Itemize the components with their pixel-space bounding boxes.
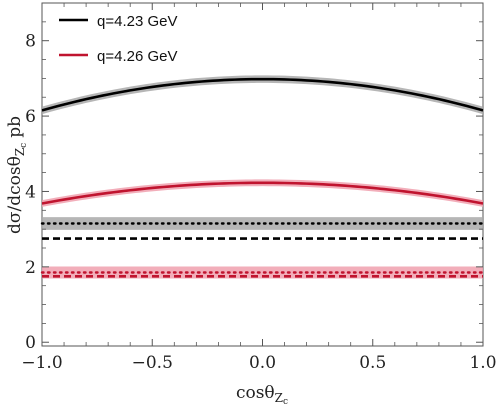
legend-label-1: q=4.23 GeV — [97, 13, 177, 30]
x-tick-label: 0.0 — [249, 353, 276, 373]
uncertainty-band-1 — [42, 75, 483, 115]
series-line-1 — [41, 77, 484, 112]
uncertainty-band-4 — [42, 179, 483, 207]
x-axis-title: cosθZc — [236, 383, 288, 407]
y-axis-title: dσ/dcosθZcpb — [5, 116, 29, 234]
x-tick-label: −1.0 — [21, 353, 62, 373]
y-tick-label: 6 — [25, 107, 36, 127]
x-tick-label: 1.0 — [469, 353, 496, 373]
y-tick-label: 8 — [25, 32, 36, 52]
x-tick-label: 0.5 — [359, 353, 386, 373]
uncertainty-band-2 — [42, 217, 483, 230]
y-tick-label: 4 — [25, 182, 36, 202]
x-tick-label: −0.5 — [132, 353, 173, 373]
legend-label-2: q=4.26 GeV — [97, 48, 177, 65]
series-line-4 — [41, 181, 484, 205]
y-tick-label: 0 — [25, 333, 36, 353]
y-tick-label: 2 — [25, 258, 36, 278]
legend: q=4.23 GeV q=4.26 GeV — [59, 13, 177, 65]
